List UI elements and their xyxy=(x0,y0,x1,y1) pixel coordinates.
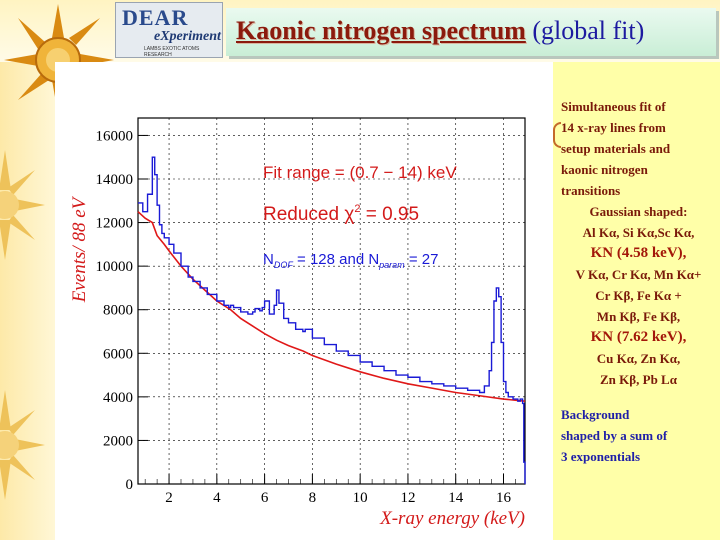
x-tick-label: 12 xyxy=(400,490,415,506)
y-tick-label: 10000 xyxy=(96,259,134,275)
x-tick-label: 4 xyxy=(213,490,221,506)
x-tick-label: 14 xyxy=(448,490,464,506)
sb-bg3: 3 exponentials xyxy=(561,449,641,464)
dear-logo: DEAR eXperiment LAMBS EXOTIC ATOMS RESEA… xyxy=(115,2,223,58)
sb-line9: Cr Kβ, Fe Kα + xyxy=(595,288,682,303)
logo-small-text: LAMBS EXOTIC ATOMS RESEARCH xyxy=(144,46,200,58)
sidebar-bracket-mark xyxy=(553,122,561,148)
x-tick-label: 10 xyxy=(353,490,368,506)
x-tick-label: 2 xyxy=(165,490,173,506)
y-tick-label: 6000 xyxy=(103,346,133,362)
ndof-end: = 27 xyxy=(405,251,439,268)
sb-line5: transitions xyxy=(561,183,621,198)
title-box xyxy=(226,8,716,56)
logo-title: DEAR xyxy=(122,5,189,30)
side-sun-icon xyxy=(0,150,45,260)
side-sun-icon-2 xyxy=(0,390,45,500)
x-tick-labels: 2 4 6 8 10 12 14 16 xyxy=(165,490,511,506)
sb-bg1: Background xyxy=(561,407,630,422)
spectrum-chart: 2 4 6 8 10 12 14 16 0 2000 4000 6000 8000 10000 12000… xyxy=(55,62,553,540)
y-tick-label: 12000 xyxy=(96,216,134,232)
x-tick-label: 8 xyxy=(309,490,317,506)
chart-ticks xyxy=(138,134,516,485)
title-sub: (global fit) xyxy=(532,16,645,45)
sb-line10: Mn Kβ, Fe Kβ, xyxy=(596,309,681,324)
sb-line2: 14 x-ray lines from xyxy=(561,120,666,135)
sb-line12: Zn Kβ, Pb Lα xyxy=(600,372,677,387)
ndof-annotation: NDOF = 128 and Nparam = 27 xyxy=(263,251,438,270)
sb-line7: Al Kα, Si Kα,Sc Kα, xyxy=(582,225,695,240)
logo-subtitle: eXperiment xyxy=(154,29,221,44)
ndof-sub: DOF xyxy=(274,260,294,270)
y-tick-label: 14000 xyxy=(96,172,134,188)
plot-frame xyxy=(137,117,526,485)
y-tick-label: 4000 xyxy=(103,390,133,406)
y-axis-label: Events/ 88 eV xyxy=(69,195,90,303)
y-tick-label: 0 xyxy=(126,477,134,493)
info-sidebar: Simultaneous fit of 14 x-ray lines from … xyxy=(553,62,720,540)
sb-line6: Gaussian shaped: xyxy=(589,204,688,219)
sb-line8: V Kα, Cr Kα, Mn Kα+ xyxy=(575,267,702,282)
x-tick-label: 6 xyxy=(261,490,269,506)
sb-line1: Simultaneous fit of xyxy=(561,99,666,114)
ndof-mid: = 128 and N xyxy=(293,251,379,268)
y-tick-label: 2000 xyxy=(103,433,133,449)
sb-kn1: KN (4.58 keV), xyxy=(590,245,687,261)
y-tick-label: 8000 xyxy=(103,303,133,319)
chi2-suffix: = 0.95 xyxy=(360,204,419,225)
sb-bg2: shaped by a sum of xyxy=(561,428,668,443)
sb-line11: Cu Kα, Zn Kα, xyxy=(596,351,681,366)
y-tick-labels: 0 2000 4000 6000 8000 10000 12000 14000 16000 xyxy=(96,128,134,493)
x-axis-label: X-ray energy (keV) xyxy=(379,508,525,529)
histogram-series xyxy=(138,156,526,484)
title-main: Kaonic nitrogen spectrum xyxy=(236,16,526,45)
sb-kn2: KN (7.62 keV), xyxy=(590,329,687,345)
ndof-n: N xyxy=(263,251,274,268)
fit-range-annotation: Fit range = (0.7 − 14) keV xyxy=(263,163,457,182)
chi2-prefix: Reduced χ xyxy=(263,204,354,225)
y-tick-label: 16000 xyxy=(96,128,134,144)
chart-grid xyxy=(138,118,525,484)
sb-line4: kaonic nitrogen xyxy=(561,162,648,177)
sidebar-text: Simultaneous fit of 14 x-ray lines from … xyxy=(561,96,716,467)
chi2-sup: 2 xyxy=(354,203,360,215)
chi2-annotation: Reduced χ2 = 0.95 xyxy=(263,203,419,225)
fit-curve xyxy=(137,211,526,403)
sb-line3: setup materials and xyxy=(561,141,671,156)
x-tick-label: 16 xyxy=(496,490,512,506)
ndof-sub2: param xyxy=(378,260,405,270)
slide-title: Kaonic nitrogen spectrum (global fit) xyxy=(236,16,644,46)
